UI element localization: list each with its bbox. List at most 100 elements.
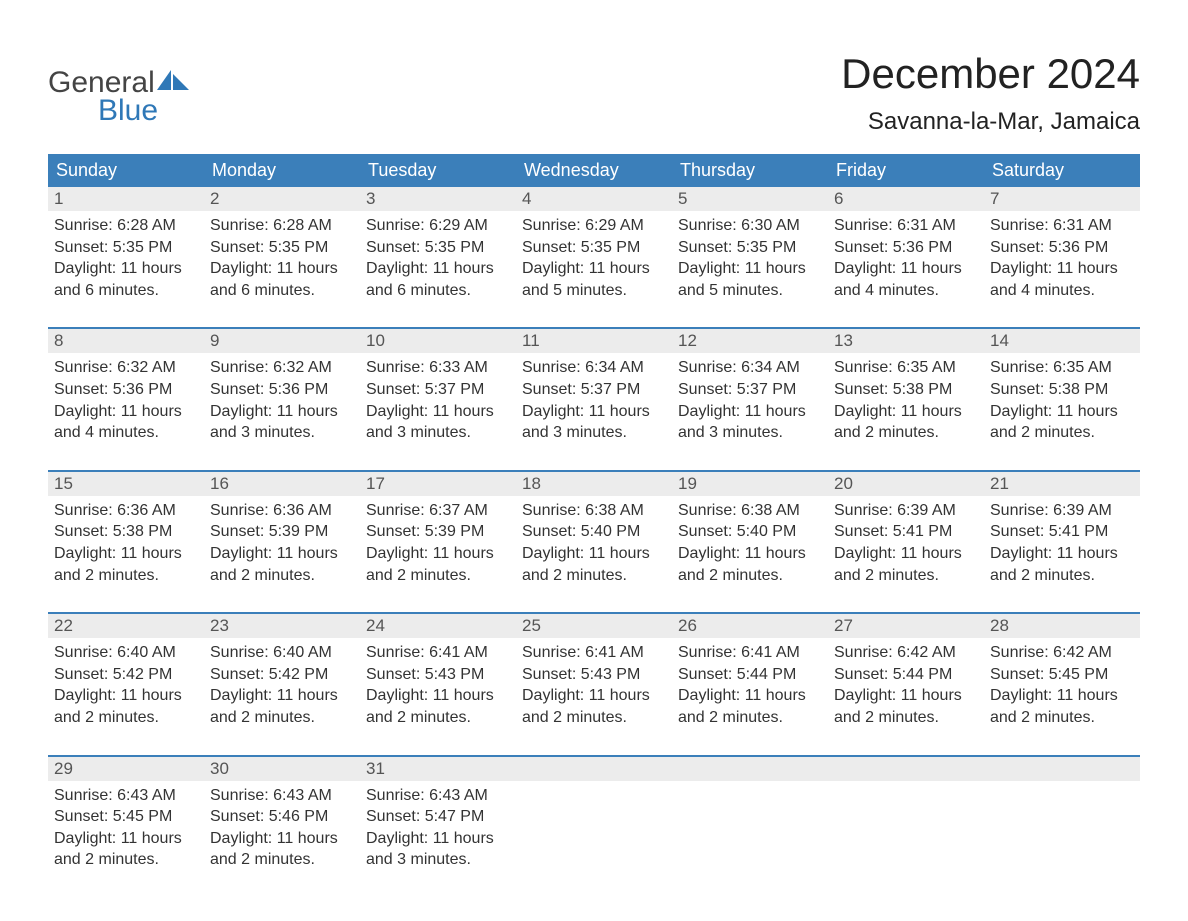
- daylight-text: and 2 minutes.: [990, 422, 1132, 444]
- daylight-text: and 2 minutes.: [990, 707, 1132, 729]
- daylight-text: and 2 minutes.: [522, 707, 664, 729]
- day-number-cell: [984, 757, 1140, 781]
- sunset-text: Sunset: 5:35 PM: [678, 237, 820, 259]
- daylight-text: Daylight: 11 hours: [366, 543, 508, 565]
- day-number-cell: 27: [828, 614, 984, 638]
- day-detail-cell: Sunrise: 6:34 AMSunset: 5:37 PMDaylight:…: [516, 353, 672, 470]
- day-number-cell: 26: [672, 614, 828, 638]
- sunset-text: Sunset: 5:36 PM: [990, 237, 1132, 259]
- sunrise-text: Sunrise: 6:41 AM: [366, 642, 508, 664]
- day-detail-cell: Sunrise: 6:36 AMSunset: 5:38 PMDaylight:…: [48, 496, 204, 613]
- sunrise-text: Sunrise: 6:39 AM: [834, 500, 976, 522]
- daylight-text: Daylight: 11 hours: [54, 685, 196, 707]
- daylight-text: Daylight: 11 hours: [678, 258, 820, 280]
- daylight-text: and 6 minutes.: [210, 280, 352, 302]
- day-number-cell: 15: [48, 472, 204, 496]
- sunrise-text: Sunrise: 6:41 AM: [678, 642, 820, 664]
- day-detail-cell: Sunrise: 6:28 AMSunset: 5:35 PMDaylight:…: [48, 211, 204, 328]
- daylight-text: and 2 minutes.: [834, 565, 976, 587]
- day-detail-cell: Sunrise: 6:40 AMSunset: 5:42 PMDaylight:…: [204, 638, 360, 755]
- daylight-text: and 2 minutes.: [210, 849, 352, 871]
- daylight-text: Daylight: 11 hours: [54, 543, 196, 565]
- sunset-text: Sunset: 5:38 PM: [834, 379, 976, 401]
- daylight-text: Daylight: 11 hours: [834, 543, 976, 565]
- sunset-text: Sunset: 5:39 PM: [366, 521, 508, 543]
- dow-saturday: Saturday: [984, 154, 1140, 187]
- sunset-text: Sunset: 5:35 PM: [522, 237, 664, 259]
- dow-friday: Friday: [828, 154, 984, 187]
- day-detail-cell: Sunrise: 6:39 AMSunset: 5:41 PMDaylight:…: [984, 496, 1140, 613]
- day-detail-cell: Sunrise: 6:30 AMSunset: 5:35 PMDaylight:…: [672, 211, 828, 328]
- day-detail-row: Sunrise: 6:36 AMSunset: 5:38 PMDaylight:…: [48, 496, 1140, 613]
- day-detail-cell: [984, 781, 1140, 881]
- daylight-text: and 2 minutes.: [990, 565, 1132, 587]
- sunrise-text: Sunrise: 6:43 AM: [54, 785, 196, 807]
- sunrise-text: Sunrise: 6:42 AM: [990, 642, 1132, 664]
- day-detail-cell: Sunrise: 6:34 AMSunset: 5:37 PMDaylight:…: [672, 353, 828, 470]
- daylight-text: Daylight: 11 hours: [522, 685, 664, 707]
- daylight-text: Daylight: 11 hours: [522, 543, 664, 565]
- dow-thursday: Thursday: [672, 154, 828, 187]
- page-title: December 2024: [841, 50, 1140, 98]
- sunrise-text: Sunrise: 6:41 AM: [522, 642, 664, 664]
- day-detail-cell: [672, 781, 828, 881]
- daylight-text: and 6 minutes.: [54, 280, 196, 302]
- day-detail-cell: Sunrise: 6:28 AMSunset: 5:35 PMDaylight:…: [204, 211, 360, 328]
- brand-logo: General Blue: [48, 66, 191, 128]
- day-detail-cell: Sunrise: 6:43 AMSunset: 5:45 PMDaylight:…: [48, 781, 204, 881]
- sunset-text: Sunset: 5:43 PM: [366, 664, 508, 686]
- daylight-text: and 2 minutes.: [366, 707, 508, 729]
- sunrise-text: Sunrise: 6:34 AM: [678, 357, 820, 379]
- sunrise-text: Sunrise: 6:32 AM: [54, 357, 196, 379]
- dow-monday: Monday: [204, 154, 360, 187]
- sunrise-text: Sunrise: 6:43 AM: [210, 785, 352, 807]
- daylight-text: Daylight: 11 hours: [990, 401, 1132, 423]
- day-number-cell: [516, 757, 672, 781]
- day-detail-cell: Sunrise: 6:37 AMSunset: 5:39 PMDaylight:…: [360, 496, 516, 613]
- sunrise-text: Sunrise: 6:34 AM: [522, 357, 664, 379]
- sunset-text: Sunset: 5:45 PM: [54, 806, 196, 828]
- sunset-text: Sunset: 5:42 PM: [210, 664, 352, 686]
- day-number-cell: [828, 757, 984, 781]
- daylight-text: and 6 minutes.: [366, 280, 508, 302]
- daylight-text: and 4 minutes.: [990, 280, 1132, 302]
- day-number-cell: 16: [204, 472, 360, 496]
- day-number-cell: 6: [828, 187, 984, 211]
- sunrise-text: Sunrise: 6:32 AM: [210, 357, 352, 379]
- day-detail-cell: Sunrise: 6:33 AMSunset: 5:37 PMDaylight:…: [360, 353, 516, 470]
- day-number-cell: 5: [672, 187, 828, 211]
- day-detail-row: Sunrise: 6:32 AMSunset: 5:36 PMDaylight:…: [48, 353, 1140, 470]
- daylight-text: Daylight: 11 hours: [678, 401, 820, 423]
- sunset-text: Sunset: 5:38 PM: [54, 521, 196, 543]
- daylight-text: and 2 minutes.: [54, 565, 196, 587]
- sunrise-text: Sunrise: 6:39 AM: [990, 500, 1132, 522]
- dow-tuesday: Tuesday: [360, 154, 516, 187]
- sunset-text: Sunset: 5:36 PM: [54, 379, 196, 401]
- day-detail-cell: Sunrise: 6:32 AMSunset: 5:36 PMDaylight:…: [204, 353, 360, 470]
- day-number-cell: 8: [48, 329, 204, 353]
- sunset-text: Sunset: 5:41 PM: [834, 521, 976, 543]
- day-detail-cell: Sunrise: 6:32 AMSunset: 5:36 PMDaylight:…: [48, 353, 204, 470]
- sunrise-text: Sunrise: 6:35 AM: [834, 357, 976, 379]
- daylight-text: and 5 minutes.: [522, 280, 664, 302]
- day-detail-row: Sunrise: 6:28 AMSunset: 5:35 PMDaylight:…: [48, 211, 1140, 328]
- daylight-text: Daylight: 11 hours: [210, 401, 352, 423]
- day-detail-cell: Sunrise: 6:36 AMSunset: 5:39 PMDaylight:…: [204, 496, 360, 613]
- sunrise-text: Sunrise: 6:42 AM: [834, 642, 976, 664]
- day-number-cell: 1: [48, 187, 204, 211]
- daylight-text: Daylight: 11 hours: [522, 401, 664, 423]
- day-detail-cell: Sunrise: 6:42 AMSunset: 5:44 PMDaylight:…: [828, 638, 984, 755]
- daylight-text: Daylight: 11 hours: [54, 828, 196, 850]
- daylight-text: Daylight: 11 hours: [210, 543, 352, 565]
- day-number-cell: 23: [204, 614, 360, 638]
- sunrise-text: Sunrise: 6:33 AM: [366, 357, 508, 379]
- sunrise-text: Sunrise: 6:37 AM: [366, 500, 508, 522]
- day-number-cell: 25: [516, 614, 672, 638]
- day-detail-cell: Sunrise: 6:39 AMSunset: 5:41 PMDaylight:…: [828, 496, 984, 613]
- daylight-text: and 2 minutes.: [678, 707, 820, 729]
- daylight-text: and 3 minutes.: [678, 422, 820, 444]
- day-number-cell: 14: [984, 329, 1140, 353]
- sunset-text: Sunset: 5:38 PM: [990, 379, 1132, 401]
- day-number-cell: 13: [828, 329, 984, 353]
- day-detail-cell: Sunrise: 6:41 AMSunset: 5:43 PMDaylight:…: [516, 638, 672, 755]
